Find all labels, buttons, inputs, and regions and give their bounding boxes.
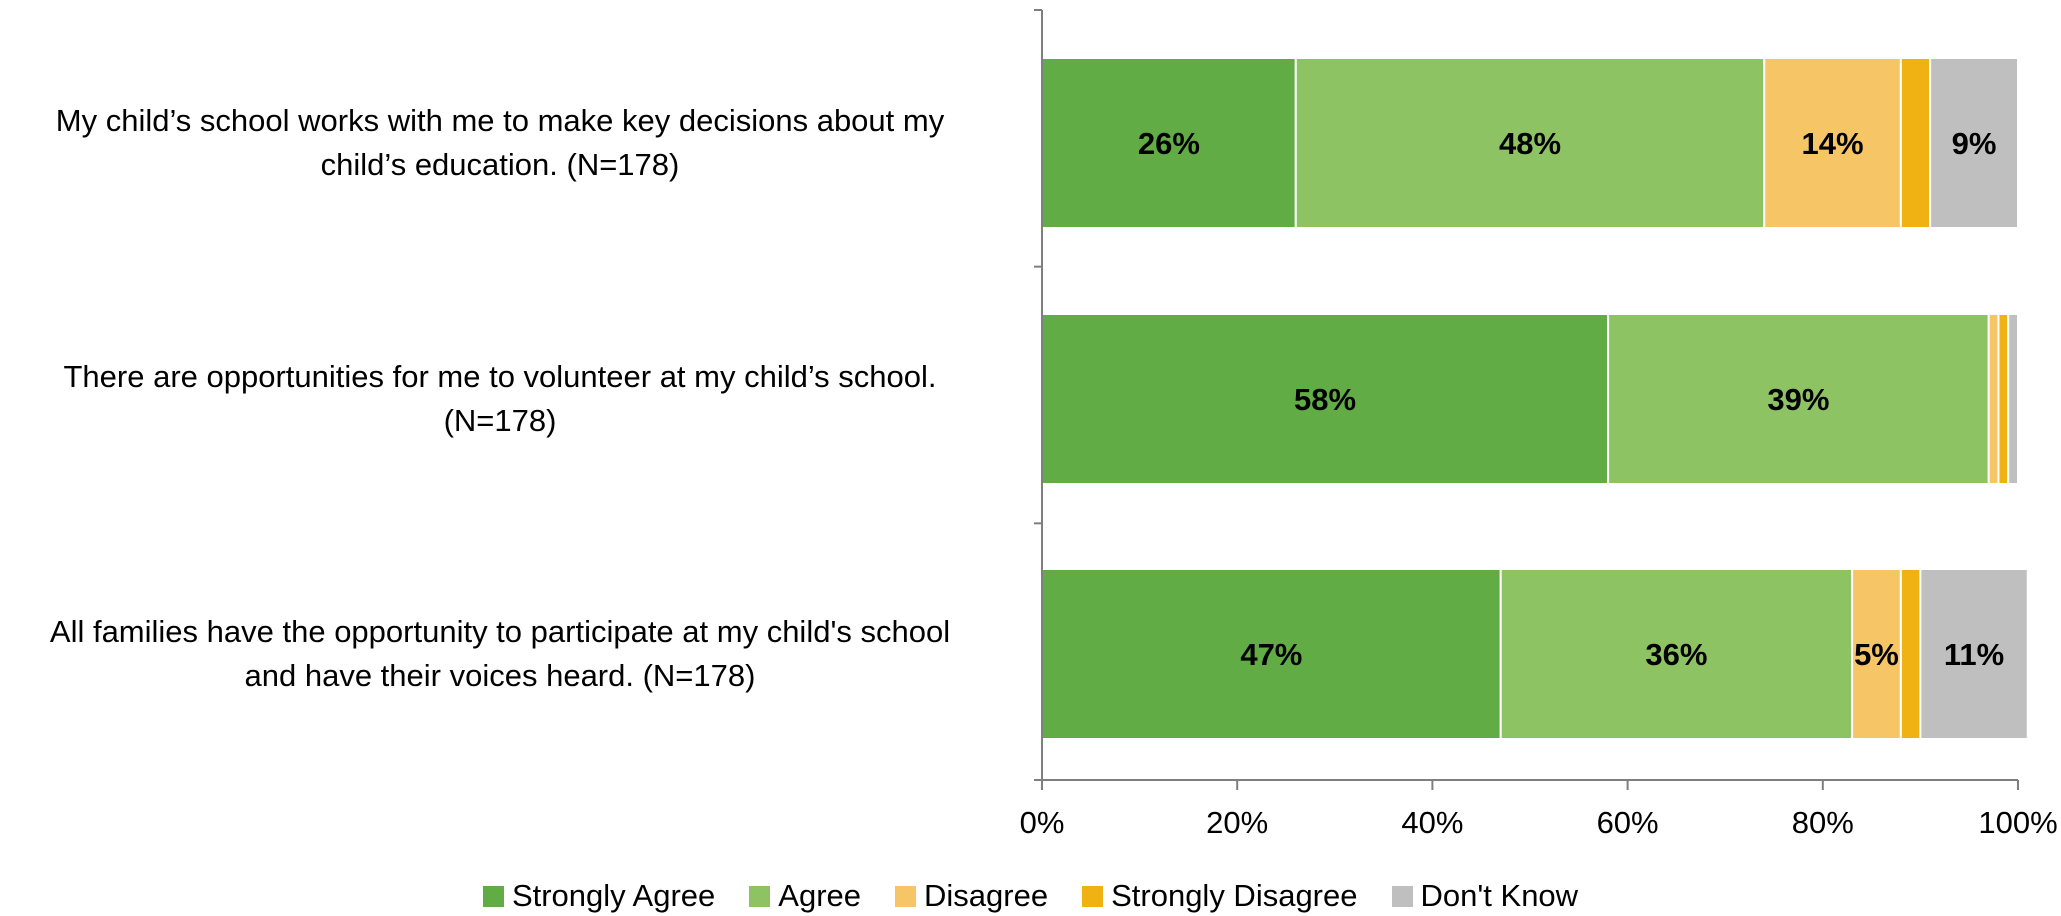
bar-segment-don-t-know-row-3 [1919,568,2029,740]
data-label-agree-row-2: 39% [1767,382,1829,417]
data-label-strongly-agree-row-2: 58% [1294,382,1356,417]
category-label-line: and have their voices heard. (N=178) [244,658,756,693]
legend-label: Don't Know [1420,878,1579,913]
legend-item-strongly-agree: Strongly Agree [482,878,716,914]
bar-segment-strongly-disagree-row-3 [1899,568,1922,740]
legend-item-agree: Agree [749,878,861,914]
bars-layer: 26% 48% 14% 9% 58% 39% 47% 36% 5% 11% [1041,57,2029,740]
category-label-line: child’s education. (N=178) [320,147,680,182]
bar-segment-strongly-disagree-row-2 [1997,313,2010,485]
legend-item-don-t-know: Don't Know [1391,878,1579,914]
bar-segment-agree-row-3 [1499,568,1854,740]
legend-swatch [482,885,504,907]
legend: Strongly Agree Agree Disagree Strongly Disa… [0,876,2061,916]
legend-label: Disagree [924,878,1049,913]
data-label-disagree-row-1: 14% [1802,126,1864,161]
bar-segment-strongly-agree-row-2 [1041,313,1610,485]
legend-label: Strongly Disagree [1111,878,1358,913]
legend-item-disagree: Disagree [895,878,1048,914]
category-label: My child’s school works with me to make … [0,99,1020,187]
bar-segment-don-t-know-row-1 [1929,57,2020,229]
bar-segment-agree-row-1 [1294,57,1766,229]
legend-label: Strongly Agree [511,878,716,913]
x-tick-label: 60% [1597,805,1659,840]
category-label-line: My child’s school works with me to make … [55,103,945,138]
bar-segment-agree-row-2 [1607,313,1990,485]
data-label-disagree-row-3: 5% [1854,637,1899,672]
x-tick-label: 0% [1020,805,1065,840]
bar-segment-disagree-row-2 [1987,313,2000,485]
data-label-don-t-know-row-1: 9% [1952,126,1997,161]
axes-layer: 0% 20% 40% 60% 80% 100% [1020,9,2058,840]
category-label: All families have the opportunity to par… [0,610,1020,698]
legend-swatch [1391,885,1413,907]
x-tick-label: 100% [1978,805,2057,840]
data-label-strongly-agree-row-1: 26% [1138,126,1200,161]
bar-segment-strongly-agree-row-1 [1041,57,1297,229]
legend-label: Agree [778,878,862,913]
category-label-line: There are opportunities for me to volunt… [63,359,937,394]
bar-segment-don-t-know-row-2 [2007,313,2019,485]
data-label-strongly-agree-row-3: 47% [1240,637,1302,672]
legend-item-strongly-disagree: Strongly Disagree [1082,878,1358,914]
data-label-agree-row-3: 36% [1645,637,1707,672]
x-tick-label: 20% [1206,805,1268,840]
data-label-agree-row-1: 48% [1499,126,1561,161]
category-label: There are opportunities for me to volunt… [0,355,1020,443]
bar-segment-strongly-agree-row-3 [1041,568,1502,740]
legend-swatch [1082,885,1104,907]
bar-segment-disagree-row-3 [1851,568,1902,740]
data-label-don-t-know-row-3: 11% [1944,637,2004,672]
x-tick-label: 40% [1401,805,1463,840]
category-label-line: (N=178) [443,403,557,438]
category-label-line: All families have the opportunity to par… [49,614,951,649]
legend-swatch [895,885,917,907]
legend-swatch [749,885,771,907]
bar-segment-strongly-disagree-row-1 [1899,57,1932,229]
x-tick-label: 80% [1792,805,1854,840]
